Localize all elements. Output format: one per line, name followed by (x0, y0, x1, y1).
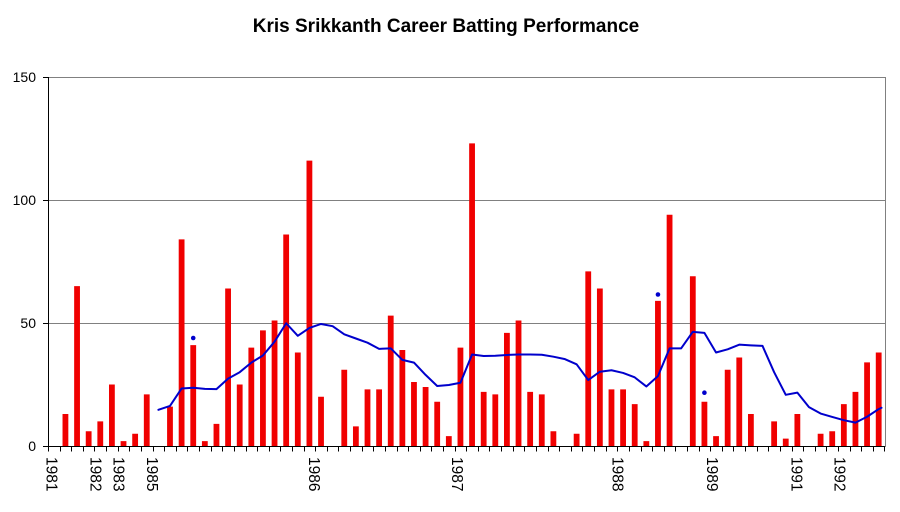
svg-text:1986: 1986 (305, 457, 322, 491)
svg-text:1983: 1983 (110, 457, 127, 491)
svg-text:100: 100 (13, 192, 37, 208)
svg-text:150: 150 (13, 69, 37, 85)
svg-text:1991: 1991 (788, 457, 805, 491)
svg-text:50: 50 (20, 315, 36, 331)
svg-text:1992: 1992 (830, 457, 847, 491)
svg-text:1987: 1987 (448, 457, 465, 491)
svg-text:1982: 1982 (87, 457, 104, 491)
svg-text:0: 0 (28, 438, 36, 454)
svg-text:1981: 1981 (42, 457, 59, 491)
svg-text:1985: 1985 (143, 457, 160, 491)
svg-text:1989: 1989 (703, 457, 720, 491)
svg-text:1988: 1988 (609, 457, 626, 491)
svg-text:Kris Srikkanth Career Batting: Kris Srikkanth Career Batting Performanc… (253, 16, 639, 37)
